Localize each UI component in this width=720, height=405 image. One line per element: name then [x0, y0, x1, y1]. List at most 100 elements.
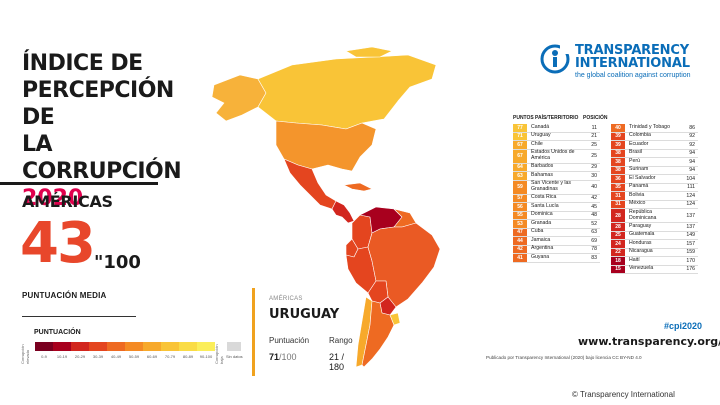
card-rank-max: 180 [329, 362, 345, 372]
row-country: Honduras [629, 239, 652, 246]
row-country: Colombia [629, 132, 651, 139]
row-rank: 159 [686, 249, 695, 256]
legend-step: 10-19 [53, 342, 71, 359]
map-region-argentina [361, 300, 395, 368]
row-rank: 170 [686, 257, 695, 264]
row-rank: 25 [591, 153, 597, 159]
row-rank: 40 [591, 184, 597, 190]
row-score: 38 [611, 158, 625, 166]
row-score: 47 [513, 228, 527, 236]
row-country: Estados Unidos de América [531, 149, 575, 161]
no-data-label: Sin datos [226, 354, 243, 359]
table-header-country: PAÍS/TERRITORIO [535, 115, 579, 121]
table-header-rank: POSICIÓN [583, 115, 608, 121]
row-rank: 94 [689, 150, 695, 157]
card-rank-label: Rango [329, 336, 353, 345]
table-row: 36 El Salvador 104 [611, 175, 698, 184]
title-line-2: PERCEPCIÓN DE [22, 78, 174, 130]
row-country: República Dominicana [629, 208, 657, 221]
legend-swatch [89, 342, 107, 351]
ti-logo-line-1: TRANSPARENCY [575, 43, 689, 58]
table-row: 42 Argentina 78 [513, 245, 600, 254]
legend-swatch [197, 342, 215, 351]
row-rank: 21 [591, 133, 597, 140]
table-row: 35 Panamá 111 [611, 183, 698, 192]
row-country: Barbados [531, 163, 554, 170]
title-line-3: LA CORRUPCIÓN [22, 132, 182, 184]
row-country: Guatemala [629, 231, 655, 238]
row-rank: 52 [591, 220, 597, 227]
map-region-brazil [367, 222, 441, 308]
no-data-swatch [227, 342, 242, 351]
table-row: 63 Bahamas 30 [513, 172, 600, 181]
table-row: 44 Jamaica 69 [513, 237, 600, 246]
row-rank: 149 [686, 232, 695, 239]
row-rank: 48 [591, 212, 597, 219]
table-row: 38 Brasil 94 [611, 149, 698, 158]
row-country: Cuba [531, 228, 544, 235]
legend-swatch [143, 342, 161, 351]
table-row: 47 Cuba 63 [513, 228, 600, 237]
row-rank: 25 [591, 141, 597, 148]
legend-swatch [53, 342, 71, 351]
row-country: San Vicente y las Granadinas [531, 180, 571, 192]
row-score: 42 [513, 245, 527, 253]
legend-swatch [161, 342, 179, 351]
row-score: 56 [513, 203, 527, 211]
row-score: 22 [611, 248, 625, 256]
legend-scale: 0-9 10-19 20-29 30-39 40-49 50-59 60-69 70-79 80… [35, 342, 215, 359]
row-score: 67 [513, 141, 527, 149]
legend-range-label: 80-89 [182, 354, 194, 359]
website-url[interactable]: www.transparency.org/cpi [578, 335, 720, 348]
legend-range-label: 10-19 [56, 354, 68, 359]
row-country: Uruguay [531, 132, 551, 139]
row-rank: 137 [686, 212, 695, 219]
legend-range-label: 20-29 [74, 354, 86, 359]
card-rank: 21 / 180 [329, 352, 344, 372]
row-score: 57 [513, 194, 527, 202]
hashtag: #cpi2020 [664, 321, 703, 331]
row-score: 35 [611, 183, 625, 191]
table-row: 41 Guyana 83 [513, 254, 600, 263]
legend-range-label: 0-9 [41, 354, 47, 359]
legend-range-label: 90-100 [199, 354, 213, 359]
legend-swatch [179, 342, 197, 351]
row-rank: 92 [689, 141, 695, 148]
row-country: Guyana [531, 253, 550, 260]
table-row: 40 Trinidad y Tobago 86 [611, 124, 698, 133]
ti-logo-icon [540, 44, 570, 74]
region-name: AMÉRICAS [22, 192, 113, 211]
row-score: 59 [513, 180, 527, 194]
row-rank: 111 [687, 184, 695, 191]
row-rank: 69 [591, 237, 597, 244]
legend-range-label: 60-69 [146, 354, 158, 359]
row-rank: 124 [686, 201, 695, 208]
legend-step: 40-49 [107, 342, 125, 359]
legend-step: 90-100 [197, 342, 215, 359]
row-score: 63 [513, 172, 527, 180]
table-row: 67 Chile 25 [513, 141, 600, 150]
row-rank: 94 [689, 158, 695, 165]
row-score: 38 [611, 149, 625, 157]
legend-divider [22, 316, 136, 317]
legend-range-label: 50-59 [128, 354, 140, 359]
table-row: 71 Uruguay 21 [513, 132, 600, 141]
table-row: 25 Guatemala 149 [611, 231, 698, 240]
map-region-canada [257, 54, 437, 130]
legend-low-end-label: Corrupción elevada [20, 344, 30, 364]
row-score: 77 [513, 124, 527, 132]
legend-no-data: Sin datos [226, 342, 243, 359]
row-score: 36 [611, 175, 625, 183]
row-country: Venezuela [629, 265, 654, 272]
row-score: 15 [611, 265, 625, 273]
row-rank: 137 [686, 223, 695, 230]
card-country: URUGUAY [269, 307, 340, 322]
title-year: 2020 [22, 186, 84, 211]
row-country: Argentina [531, 245, 554, 252]
country-highlight-card: AMÉRICAS URUGUAY Puntuación Rango 71/100… [252, 288, 364, 376]
table-row: 28 República Dominicana 137 [611, 209, 698, 223]
table-row: 39 Ecuador 92 [611, 141, 698, 150]
row-country: Bahamas [531, 171, 553, 178]
row-rank: 176 [686, 266, 695, 273]
legend-step: 50-59 [125, 342, 143, 359]
